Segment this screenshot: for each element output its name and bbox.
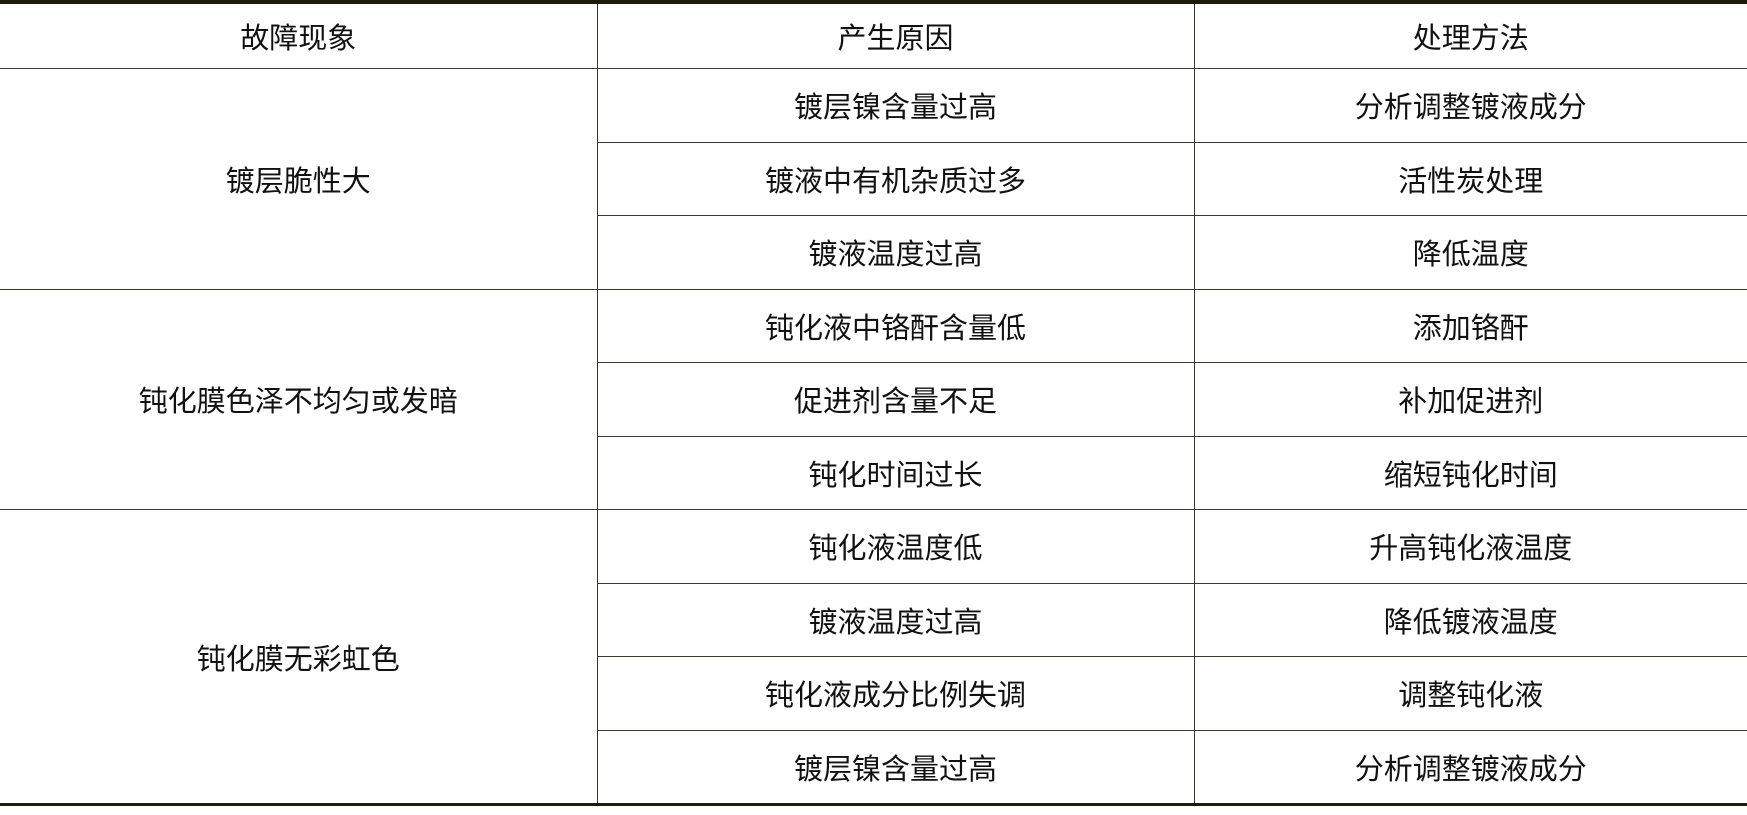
table-row: 镀液温度过高 降低温度 (0, 215, 1747, 290)
remedy-cell: 添加铬酐 (1193, 288, 1747, 363)
table-row: 钝化时间过长 缩短钝化时间 (0, 435, 1747, 510)
cause-cell: 钝化液成分比例失调 (597, 656, 1195, 731)
remedy-cell: 分析调整镀液成分 (1193, 729, 1747, 805)
cause-cell: 镀层镍含量过高 (596, 68, 1195, 143)
symptom-cell: 钝化膜无彩虹色 (0, 509, 598, 805)
remedy-cell: 补加促进剂 (1193, 362, 1747, 437)
cause-cell: 钝化时间过长 (597, 435, 1195, 510)
cause-cell: 钝化液中铬酐含量低 (596, 288, 1195, 363)
cause-cell: 镀层镍含量过高 (597, 729, 1195, 805)
table-row: 镀层脆性大 镀层镍含量过高 分析调整镀液成分 (0, 68, 1747, 290)
table-row: 钝化液成分比例失调 调整钝化液 (0, 656, 1747, 731)
remedy-cell: 升高钝化液温度 (1193, 509, 1747, 584)
header-remedy: 处理方法 (1193, 1, 1747, 69)
symptom-cell: 钝化膜色泽不均匀或发暗 (0, 288, 598, 510)
remedy-cell: 调整钝化液 (1193, 656, 1747, 731)
cause-cell: 镀液中有机杂质过多 (597, 141, 1195, 216)
table-row: 钝化膜色泽不均匀或发暗 钝化液中铬酐含量低 添加铬酐 (0, 288, 1747, 510)
header-row: 故障现象 产生原因 处理方法 (0, 1, 1747, 69)
table-row: 镀液温度过高 降低镀液温度 (0, 582, 1747, 657)
table-row: 镀层镍含量过高 分析调整镀液成分 (0, 729, 1747, 805)
remedy-cell: 缩短钝化时间 (1193, 435, 1747, 510)
symptom-cell: 镀层脆性大 (0, 68, 598, 290)
cause-cell: 镀液温度过高 (597, 215, 1195, 290)
cause-cell: 钝化液温度低 (596, 509, 1195, 584)
header-symptom: 故障现象 (0, 1, 598, 69)
remedy-cell: 降低温度 (1193, 215, 1747, 290)
cause-cell: 镀液温度过高 (597, 582, 1195, 657)
header-cause: 产生原因 (596, 1, 1195, 69)
cause-cell: 促进剂含量不足 (597, 362, 1195, 437)
remedy-cell: 活性炭处理 (1193, 141, 1747, 216)
remedy-cell: 分析调整镀液成分 (1193, 68, 1747, 143)
table-row: 钝化膜无彩虹色 钝化液温度低 升高钝化液温度 (0, 509, 1747, 805)
remedy-cell: 降低镀液温度 (1193, 582, 1747, 657)
table-row: 镀液中有机杂质过多 活性炭处理 (0, 141, 1747, 216)
